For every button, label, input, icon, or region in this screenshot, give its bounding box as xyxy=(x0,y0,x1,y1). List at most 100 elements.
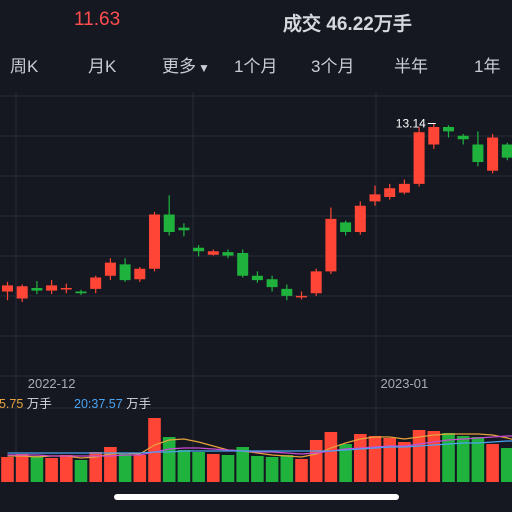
volume-bar xyxy=(177,450,191,482)
candle-body xyxy=(178,227,190,231)
price-candles xyxy=(2,123,512,302)
candle-body xyxy=(60,288,72,290)
volume-ma-lines xyxy=(7,433,512,459)
volume-bar xyxy=(398,442,411,482)
candle-body xyxy=(119,264,131,281)
volume-bar xyxy=(501,448,512,482)
tab-3-months[interactable]: 3个月 xyxy=(311,57,355,76)
volume-legend-item: 35.75 万手 xyxy=(0,397,52,411)
volume-bar xyxy=(118,454,132,482)
volume-bar xyxy=(162,437,176,482)
volume-bar xyxy=(133,455,147,482)
volume-value: 46.22 xyxy=(326,14,374,35)
candle-body xyxy=(384,188,396,197)
candle-body xyxy=(104,262,116,276)
volume-bar xyxy=(74,460,88,482)
candle-body xyxy=(369,194,381,202)
volume-legend: 35.75 万手 20:37.57 万手 xyxy=(0,397,151,411)
volume-label: 成交 xyxy=(283,14,322,35)
volume-bar xyxy=(251,456,264,482)
candle-body xyxy=(296,295,307,298)
date-axis-labels: 2022-12 2023-01 xyxy=(28,376,429,391)
period-tabs: 周K 月K 更多 ▼ 1个月 3个月 半年 1年 xyxy=(0,45,512,79)
volume-bar xyxy=(192,452,205,482)
volume-bar xyxy=(15,454,29,482)
max-price-label: 13.14 xyxy=(396,117,436,131)
candlestick-chart[interactable]: 2022-12 2023-01 35.75 万手 20:37.57 万手 13.14 xyxy=(0,92,512,482)
volume-bar xyxy=(207,454,220,482)
caret-down-icon: ▼ xyxy=(198,61,210,75)
candle-body xyxy=(310,271,322,294)
volume-bar xyxy=(89,452,102,482)
candle-body xyxy=(2,285,13,292)
volume-bar xyxy=(354,434,367,482)
candle-body xyxy=(487,137,499,171)
volume-bar xyxy=(30,456,44,482)
candle-body xyxy=(222,252,234,256)
candle-body xyxy=(428,127,440,145)
volume-bar xyxy=(1,457,14,482)
volume-bar xyxy=(221,455,235,482)
volume-unit: 万手 xyxy=(373,14,412,35)
date-axis-label: 2022-12 xyxy=(28,376,76,391)
volume-bar xyxy=(236,447,249,482)
volume-bar xyxy=(368,436,382,482)
home-indicator[interactable] xyxy=(114,494,399,500)
candle-body xyxy=(149,214,160,269)
tab-1-month[interactable]: 1个月 xyxy=(234,57,278,76)
volume-bar xyxy=(60,455,73,482)
candle-body xyxy=(354,205,366,232)
volume-bar xyxy=(45,458,58,482)
volume-bar xyxy=(309,440,323,482)
candle-body xyxy=(75,291,87,294)
candle-body xyxy=(31,288,43,291)
volume-bar xyxy=(427,431,441,482)
candle-body xyxy=(443,127,454,132)
ma20-line xyxy=(7,440,512,454)
tab-half-year[interactable]: 半年 xyxy=(394,57,428,76)
candle-body xyxy=(501,144,512,158)
volume-bar xyxy=(148,418,161,482)
date-axis-label: 2023-01 xyxy=(381,376,429,391)
volume-bar xyxy=(104,447,117,482)
volume-bar xyxy=(486,444,499,482)
ma10-line xyxy=(7,435,512,457)
candle-body xyxy=(266,279,278,288)
candle-body xyxy=(90,277,102,289)
volume-bar xyxy=(265,457,279,482)
volume-bar xyxy=(456,436,470,482)
volume-legend-item: 20:37.57 万手 xyxy=(74,397,151,411)
current-price: 11.63 xyxy=(74,9,121,30)
candle-body xyxy=(16,286,28,299)
candle-body xyxy=(46,285,58,291)
volume-bar xyxy=(383,438,396,482)
tab-more[interactable]: 更多 ▼ xyxy=(162,57,210,76)
volume-bars xyxy=(1,418,512,482)
candle-body xyxy=(281,288,293,296)
candle-body xyxy=(207,251,219,255)
candle-body xyxy=(472,144,484,162)
tab-weekly-k[interactable]: 周K xyxy=(10,57,39,76)
volume-bar xyxy=(339,444,352,482)
quote-header: 11.63 成交 46.22万手 xyxy=(0,0,512,40)
volume-bar xyxy=(442,433,455,482)
candle-body xyxy=(251,275,263,281)
volume-bar xyxy=(471,437,485,482)
candle-body xyxy=(134,268,146,280)
volume-bar xyxy=(280,455,294,482)
chart-grid xyxy=(0,92,512,482)
tab-monthly-k[interactable]: 月K xyxy=(88,57,117,76)
candle-body xyxy=(237,253,249,276)
tab-1-year[interactable]: 1年 xyxy=(474,57,501,76)
candle-body xyxy=(163,214,175,232)
max-price-text: 13.14 xyxy=(396,117,426,131)
volume-bar xyxy=(324,432,338,482)
candle-body xyxy=(457,135,469,140)
candle-body xyxy=(325,218,337,272)
candle-body xyxy=(340,222,352,232)
candle-body xyxy=(193,247,205,252)
volume-summary: 成交 46.22万手 xyxy=(283,9,412,36)
candle-body xyxy=(413,132,425,184)
volume-bar xyxy=(295,459,308,482)
candle-body xyxy=(398,183,410,193)
